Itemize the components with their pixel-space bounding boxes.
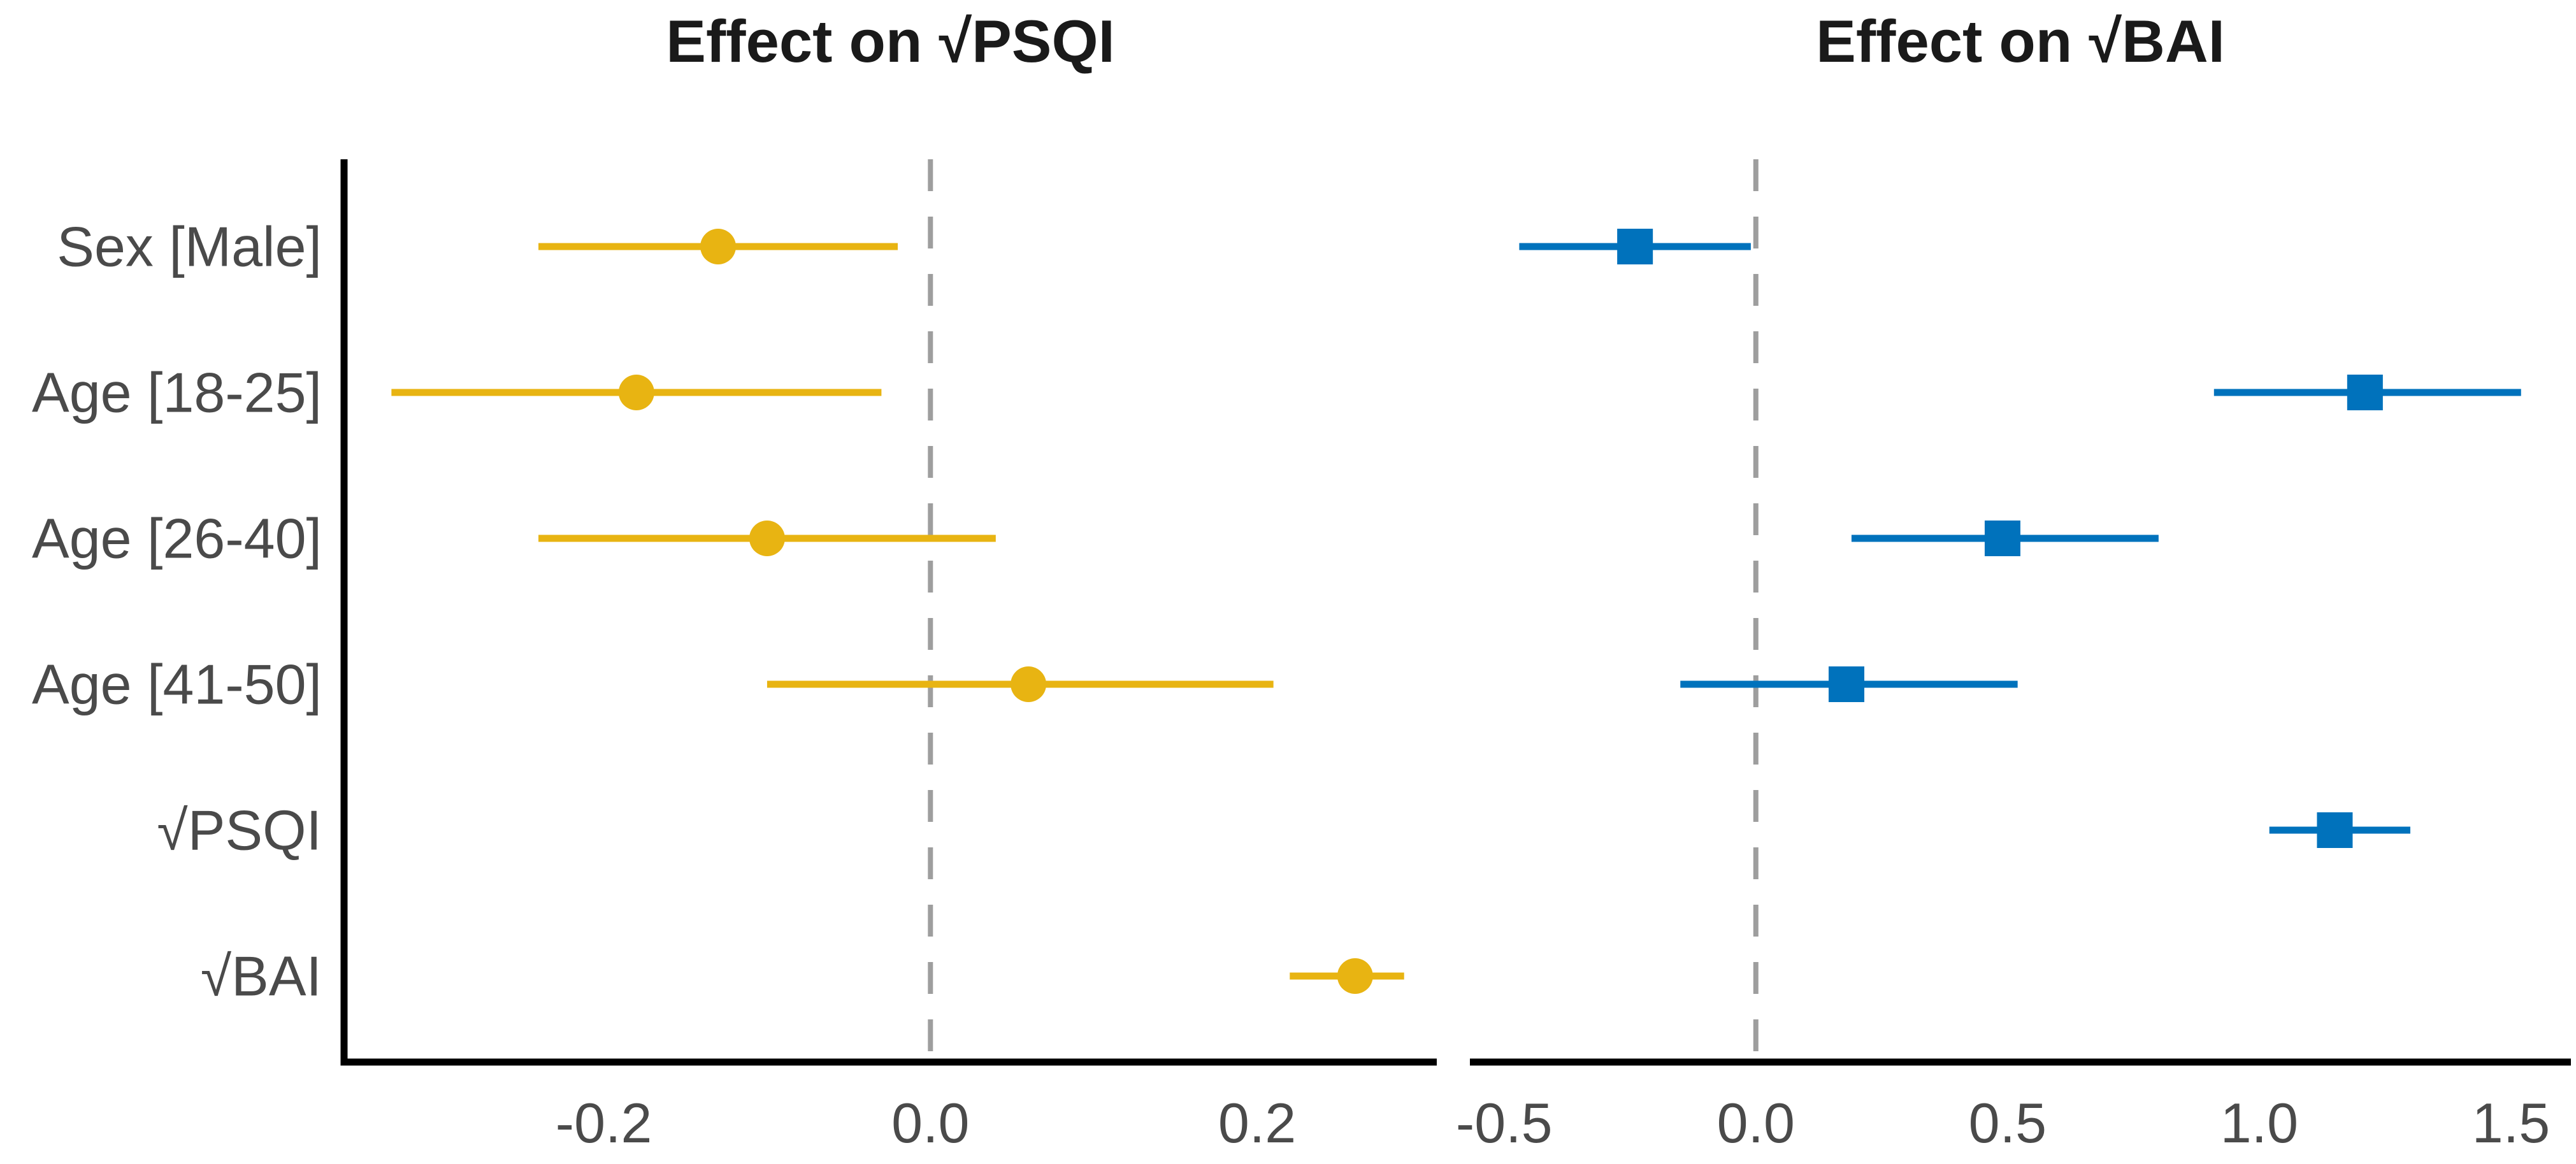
estimate-marker [1829, 666, 1865, 702]
panel-title-bai: Effect on √BAI [1816, 8, 2225, 75]
estimate-marker [1617, 229, 1653, 264]
estimate-marker [618, 375, 654, 410]
x-tick-label: 0.0 [891, 1091, 969, 1154]
x-tick-label: 0.2 [1218, 1091, 1296, 1154]
row-label: √BAI [201, 945, 322, 1008]
row-label: Age [41-50] [32, 653, 322, 716]
estimate-marker [700, 229, 737, 264]
estimate-marker [2317, 812, 2353, 848]
x-tick-label: 1.0 [2220, 1091, 2298, 1154]
row-label: √PSQI [157, 799, 322, 862]
estimate-marker [1984, 521, 2020, 556]
x-tick-label: -0.2 [556, 1091, 652, 1154]
estimate-marker [1337, 958, 1373, 994]
row-label: Age [26-40] [32, 507, 322, 570]
estimate-marker [749, 521, 785, 556]
row-label: Sex [Male] [57, 215, 322, 278]
x-tick-label: 0.5 [1969, 1091, 2047, 1154]
x-tick-label: 0.0 [1717, 1091, 1795, 1154]
estimate-marker [2347, 375, 2383, 410]
panel-title-psqi: Effect on √PSQI [666, 8, 1115, 75]
row-label: Age [18-25] [32, 361, 322, 424]
x-tick-label: 1.5 [2472, 1091, 2550, 1154]
x-tick-label: -0.5 [1456, 1091, 1553, 1154]
estimate-marker [1011, 666, 1047, 702]
